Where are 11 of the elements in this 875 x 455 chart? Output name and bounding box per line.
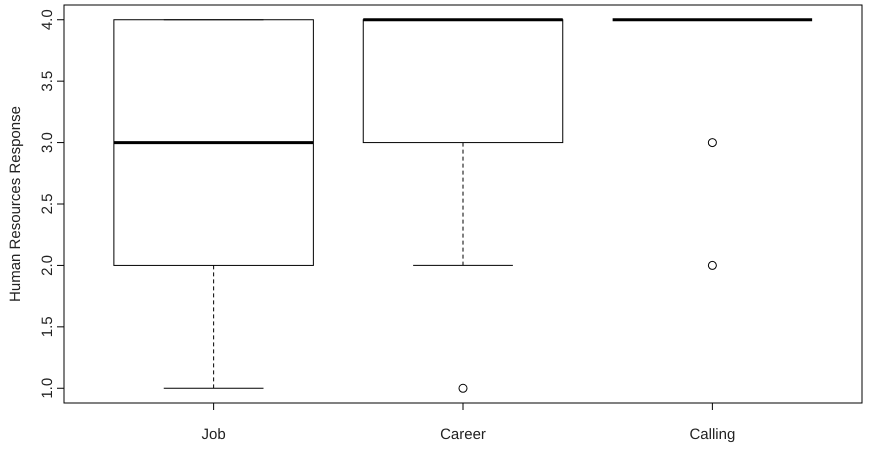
y-tick-label: 2.0 <box>39 254 56 276</box>
x-tick-label: Job <box>202 426 226 443</box>
y-tick-label: 3.0 <box>39 132 56 154</box>
x-tick-label: Calling <box>689 426 736 443</box>
y-axis-title: Human Resources Response <box>7 106 24 302</box>
y-tick-label: 4.0 <box>39 9 56 30</box>
y-tick-label: 1.0 <box>39 378 56 399</box>
y-tick-label: 2.5 <box>39 194 56 214</box>
y-tick-label: 3.5 <box>39 70 56 92</box>
x-tick-label: Career <box>440 426 486 443</box>
y-tick-label: 1.5 <box>39 316 56 338</box>
